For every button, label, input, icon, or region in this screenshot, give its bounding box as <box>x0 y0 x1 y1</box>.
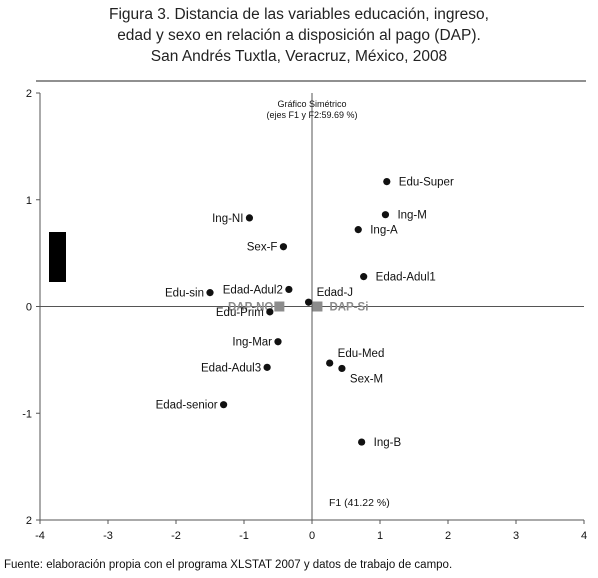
point-marker <box>305 298 313 306</box>
point-label: Ing-Mar <box>232 337 272 349</box>
point-label: Edu-sin <box>165 288 204 300</box>
x-tick-label: -3 <box>103 530 113 542</box>
point-marker <box>381 211 390 219</box>
x-tick-label: -4 <box>35 530 45 542</box>
y-tick-label: 0 <box>26 302 32 314</box>
point-marker <box>360 273 368 281</box>
chart-title: Gráfico Simétrico <box>277 99 346 109</box>
point-label: Sex-M <box>350 373 383 385</box>
x-tick-label: 3 <box>513 530 519 542</box>
point-marker <box>285 285 293 294</box>
point-label: Edu-Super <box>399 177 454 189</box>
point-label: Edad-senior <box>156 400 218 412</box>
title-line-3: San Andrés Tuxtla, Veracruz, México, 200… <box>150 48 448 65</box>
y-tick-label: 1 <box>26 195 32 207</box>
x-tick-label: 0 <box>309 530 315 542</box>
point-marker <box>220 401 228 409</box>
x-axis-label: F1 (41.22 %) <box>329 497 390 509</box>
title-line-1: Figura 3. Distancia de las variables edu… <box>109 6 489 23</box>
y-tick-label: -1 <box>22 408 32 420</box>
x-tick-label: 4 <box>581 530 587 542</box>
point-marker <box>279 243 288 251</box>
figure-title: Figura 3. Distancia de las variables edu… <box>0 4 598 67</box>
point-label: Ing-NI <box>212 213 243 225</box>
point-marker <box>263 363 271 371</box>
axes-layer: -4 -3 -2 -1 0 1 2 3 4 2 1 0 -1 2 Gráfico Simétrico(eje… <box>22 80 587 542</box>
source-note: Fuente: elaboración propia con el progra… <box>4 559 453 571</box>
point-marker <box>274 338 282 346</box>
x-tick-label: -2 <box>171 530 181 542</box>
point-marker <box>354 226 362 234</box>
point-label: DAP-Si <box>329 302 368 314</box>
x-tick-label: 2 <box>445 530 451 542</box>
chart-subtitle: (ejes F1 y F2:59.69 %) <box>266 110 357 120</box>
point-marker <box>274 301 285 312</box>
y-tick-label: 2 <box>26 515 32 527</box>
point-marker <box>245 214 254 222</box>
black-marker-block <box>49 232 66 282</box>
point-label: Edad-Adul3 <box>201 362 261 374</box>
point-label: DAP-NO <box>228 302 273 314</box>
title-line-2: edad y sexo en relación a disposición al… <box>117 27 481 44</box>
point-label: Edad-Adul2 <box>223 284 283 296</box>
y-tick-label: 2 <box>26 88 32 100</box>
point-label: Sex-F <box>247 242 278 254</box>
point-label: Edad-Adul1 <box>376 272 436 284</box>
point-marker <box>383 178 391 186</box>
point-label: Ing-B <box>374 437 402 449</box>
point-label: Ing-M <box>397 210 426 222</box>
point-marker <box>338 364 346 373</box>
points-layer: Edu-Super Ing-M Ing-NI Ing-A Sex-F Edad-Adul1… <box>156 177 454 449</box>
point-marker <box>358 438 366 446</box>
point-marker <box>266 308 274 316</box>
point-label: Edu-Med <box>338 348 385 360</box>
point-label: Edu-Prim <box>216 307 264 319</box>
point-marker <box>326 359 334 367</box>
point-label: Ing-A <box>370 225 398 237</box>
point-marker <box>312 301 323 312</box>
point-marker <box>206 289 214 297</box>
x-tick-label: 1 <box>377 530 383 542</box>
x-tick-label: -1 <box>239 530 249 542</box>
point-label: Edad-J <box>317 287 353 299</box>
